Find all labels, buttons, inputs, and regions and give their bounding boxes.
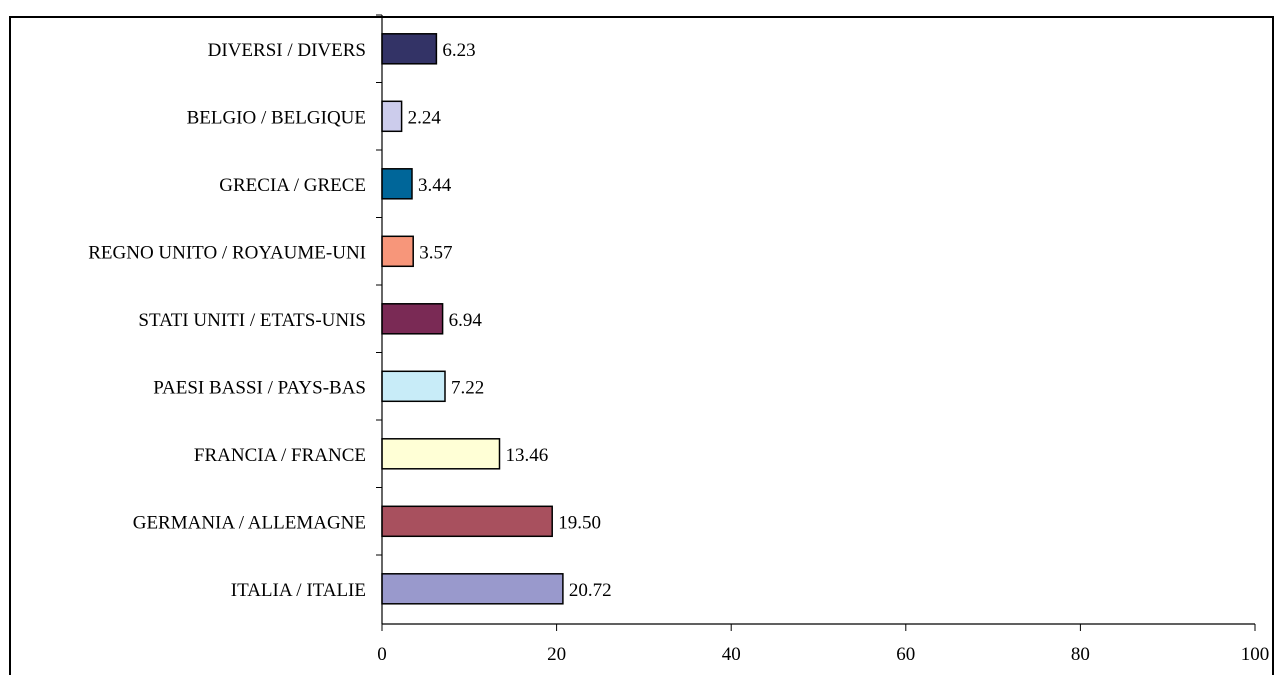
category-label-regno-unito-royaume-uni: REGNO UNITO / ROYAUME-UNI: [88, 242, 366, 263]
bar-belgio-belgique: [381, 100, 403, 133]
value-label-paesi-bassi-pays-bas: 7.22: [451, 377, 484, 398]
x-axis: 0 20 40 60 80 100: [376, 14, 1270, 665]
category-label-diversi-divers: DIVERSI / DIVERS: [208, 40, 366, 61]
x-tick-label-80: 80: [1071, 644, 1090, 665]
bar-regno-unito-royaume-uni: [381, 235, 414, 268]
value-label-germania-allemagne: 19.50: [558, 512, 601, 533]
value-label-francia-france: 13.46: [506, 445, 549, 466]
bar-paesi-bassi-pays-bas: [381, 370, 446, 403]
value-label-stati-uniti-etats-unis: 6.94: [449, 310, 483, 331]
category-label-belgio-belgique: BELGIO / BELGIQUE: [187, 107, 366, 128]
value-label-regno-unito-royaume-uni: 3.57: [419, 242, 452, 263]
chart-frame: [9, 16, 1274, 675]
category-label-italia-italie: ITALIA / ITALIE: [231, 580, 366, 601]
x-tick-label-100: 100: [1241, 644, 1270, 665]
bar-francia-france: [381, 438, 501, 470]
x-tick-label-60: 60: [896, 644, 915, 665]
category-labels: ITALIA / ITALIE GERMANIA / ALLEMAGNE FRANC…: [88, 40, 366, 601]
category-label-paesi-bassi-pays-bas: PAESI BASSI / PAYS-BAS: [153, 377, 366, 398]
x-tick-label-0: 0: [377, 644, 387, 665]
bar-italia-italie: [381, 573, 564, 605]
x-tick-label-20: 20: [547, 644, 566, 665]
bars-layer: 20.72 19.50 13.46 7.22 6.94 3.57 3.44 2.24 6.23: [381, 33, 612, 605]
bar-diversi-divers: [381, 33, 438, 65]
value-label-italia-italie: 20.72: [569, 580, 612, 601]
bar-grecia-grece: [381, 168, 413, 200]
value-label-grecia-grece: 3.44: [418, 175, 452, 196]
category-label-francia-france: FRANCIA / FRANCE: [194, 445, 366, 466]
category-label-germania-allemagne: GERMANIA / ALLEMAGNE: [133, 512, 366, 533]
value-label-diversi-divers: 6.23: [442, 40, 475, 61]
category-label-grecia-grece: GRECIA / GRECE: [219, 175, 366, 196]
bar-germania-allemagne: [381, 505, 553, 538]
value-label-belgio-belgique: 2.24: [408, 107, 442, 128]
bar-stati-uniti-etats-unis: [381, 303, 444, 335]
x-tick-label-40: 40: [722, 644, 741, 665]
category-label-stati-uniti-etats-unis: STATI UNITI / ETATS-UNIS: [138, 310, 366, 331]
